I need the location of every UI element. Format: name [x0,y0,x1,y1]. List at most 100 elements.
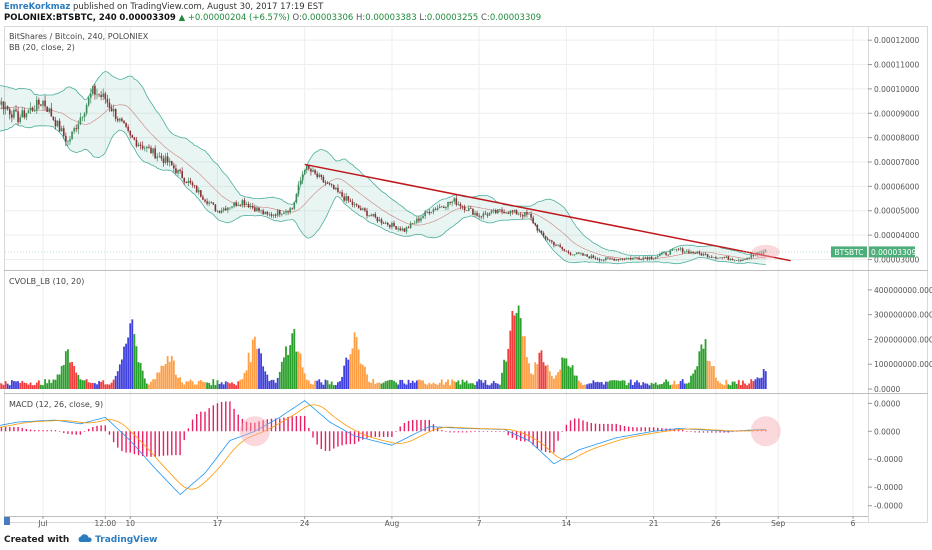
volume-bar [345,357,348,389]
candle [480,216,483,218]
volume-bar [515,313,518,389]
volume-bar [542,362,545,389]
macd-hist-bar [208,408,210,432]
volume-bar [752,381,755,389]
volume-bar [139,363,142,389]
volume-bar [366,374,368,389]
price-tick-label: 0.00011000 [874,61,920,70]
macd-hist-bar [657,427,659,432]
candle [476,212,478,216]
candle [665,252,667,255]
macd-hist-bar [283,417,285,432]
candle [428,211,431,214]
volume-bar [349,354,352,389]
volume-bar [648,385,651,389]
candle [52,116,55,120]
volume-bar [233,383,235,389]
tradingview-logo[interactable]: TradingView [78,531,158,550]
candle [56,120,59,127]
candle [503,211,505,214]
volume-bar [403,383,406,389]
macd-hist-bar [17,427,19,432]
volume-bar [37,380,40,389]
candle [357,205,360,209]
volume-bar [83,380,86,389]
ohlc-line: POLONIEX:BTSBTC, 240 0.00003309 ▲ +0.000… [4,13,541,24]
candle [187,180,190,183]
candle [179,169,181,172]
volume-bar [324,379,327,389]
volume-bar [241,379,244,389]
volume-bar [129,323,132,389]
trendline-group[interactable] [5,163,868,262]
time-tick-label: 26 [711,519,721,528]
high-label: H: [355,13,366,23]
volume-bar [33,385,36,389]
candle [193,185,196,186]
volume-bar [465,380,468,389]
volume-bar [700,344,703,389]
macd-hist-bar [357,431,360,442]
volume-bar [231,382,233,389]
low-value: 0.00003255 [426,13,479,23]
volume-bar [318,379,321,389]
candle [293,202,296,209]
candle [154,148,156,159]
macd-hist-bar [262,420,264,432]
macd-hist-bar [54,430,57,432]
volume-bar [210,385,213,389]
volume-bar [754,379,757,389]
volume-bar [559,369,562,389]
change-value: +0.00000204 (+6.57%) [187,13,290,23]
volume-bar [64,351,67,389]
macd-hist-bar [636,427,638,432]
candle [513,209,516,212]
macd-hist-bar [353,431,356,445]
macd-hist-bar [195,414,198,432]
candle [278,210,281,215]
candle [19,117,21,123]
candle [555,245,557,246]
volume-bar [305,379,308,389]
volume-bar [104,384,107,389]
candle [557,245,559,246]
author-link[interactable]: EmreKorkmaz [4,2,71,12]
candle [596,258,599,260]
macd-hist-bar [229,401,231,432]
candle [723,257,726,259]
candle [158,155,161,157]
macd-hist-bar [399,426,401,432]
macd-hist-bar [204,411,206,432]
volume-bar [378,382,381,389]
candle [654,257,657,259]
symbol-label: POLONIEX:BTSBTC, 240 [4,13,117,23]
candle [405,227,408,232]
candle [467,208,470,211]
volume-bar [56,374,59,389]
volume-bar [247,352,250,389]
candle [382,223,385,224]
candle [526,212,528,215]
candle [15,109,17,112]
candle [4,106,7,110]
macd-hist-bar [83,431,86,432]
candle [515,209,518,215]
volume-bar [364,366,366,389]
candle [197,190,200,193]
volume-bar [243,372,246,389]
candle [233,202,235,207]
candle [85,105,88,114]
volume-bar [625,385,628,389]
price-axis: 0.00012000 0.00011000 0.00010000 0.00009000… [868,36,920,264]
volume-bar [631,384,634,389]
macd-hist-bar [328,431,331,451]
candle [119,118,121,121]
volume-bar [75,372,78,389]
macd-hist-bar [594,423,597,432]
volume-bar [71,361,73,389]
candle [316,173,318,177]
candle [386,222,389,225]
price-tick-label: 0.00012000 [874,36,920,45]
bb-legend: BB (20, close, 2) [9,43,75,52]
